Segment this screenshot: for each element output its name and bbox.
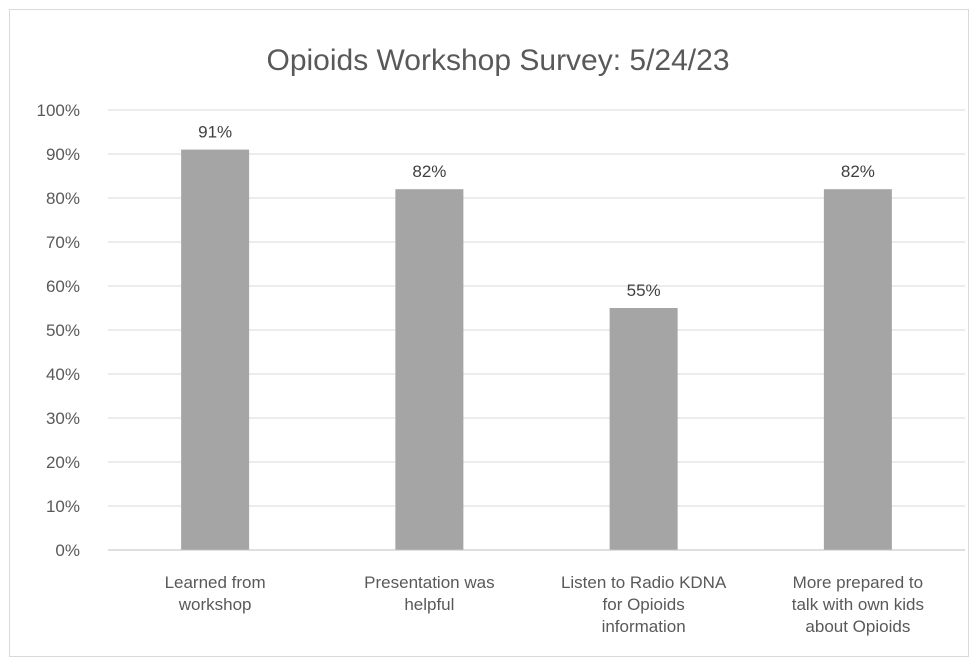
gridlines [108, 109, 965, 507]
category-labels: Learned from workshop Presentation was help… [165, 573, 924, 636]
y-tick-label: 30% [46, 409, 80, 428]
category-label-line: for Opioids [603, 595, 685, 614]
category-label-line: information [602, 617, 686, 636]
y-tick-label: 60% [46, 277, 80, 296]
category-label: Learned from workshop [165, 573, 266, 614]
y-tick-label: 80% [46, 189, 80, 208]
y-tick-label: 20% [46, 453, 80, 472]
bar [181, 149, 250, 550]
data-label: 91% [198, 123, 232, 142]
category-label-line: Learned from [165, 573, 266, 592]
y-tick-label: 40% [46, 365, 80, 384]
category-label: More prepared to talk with own kids about … [792, 573, 924, 636]
category-label-line: Presentation was [364, 573, 494, 592]
category-label-line: Listen to Radio KDNA [561, 573, 727, 592]
data-label: 82% [412, 162, 446, 181]
y-tick-label: 70% [46, 233, 80, 252]
category-label: Listen to Radio KDNA for Opioids informati… [561, 573, 727, 636]
category-label-line: workshop [178, 595, 252, 614]
y-tick-label: 50% [46, 321, 80, 340]
chart-title: Opioids Workshop Survey: 5/24/23 [266, 44, 729, 77]
y-axis-ticks: 0% 10% 20% 30% 40% 50% 60% 70% 80% 90% 100% [37, 101, 80, 560]
bar [395, 189, 464, 550]
category-label-line: about Opioids [805, 617, 910, 636]
y-tick-label: 90% [46, 145, 80, 164]
data-label: 82% [841, 162, 875, 181]
bar [609, 308, 678, 550]
category-label-line: talk with own kids [792, 595, 924, 614]
y-tick-label: 0% [55, 541, 80, 560]
category-label: Presentation was helpful [364, 573, 494, 614]
bars [181, 149, 892, 550]
y-tick-label: 10% [46, 497, 80, 516]
data-label: 55% [627, 281, 661, 300]
chart-frame [9, 9, 969, 657]
category-label-line: More prepared to [793, 573, 923, 592]
data-labels: 91% 82% 55% 82% [198, 123, 875, 300]
y-tick-label: 100% [37, 101, 80, 120]
category-label-line: helpful [404, 595, 454, 614]
bar [823, 189, 892, 550]
